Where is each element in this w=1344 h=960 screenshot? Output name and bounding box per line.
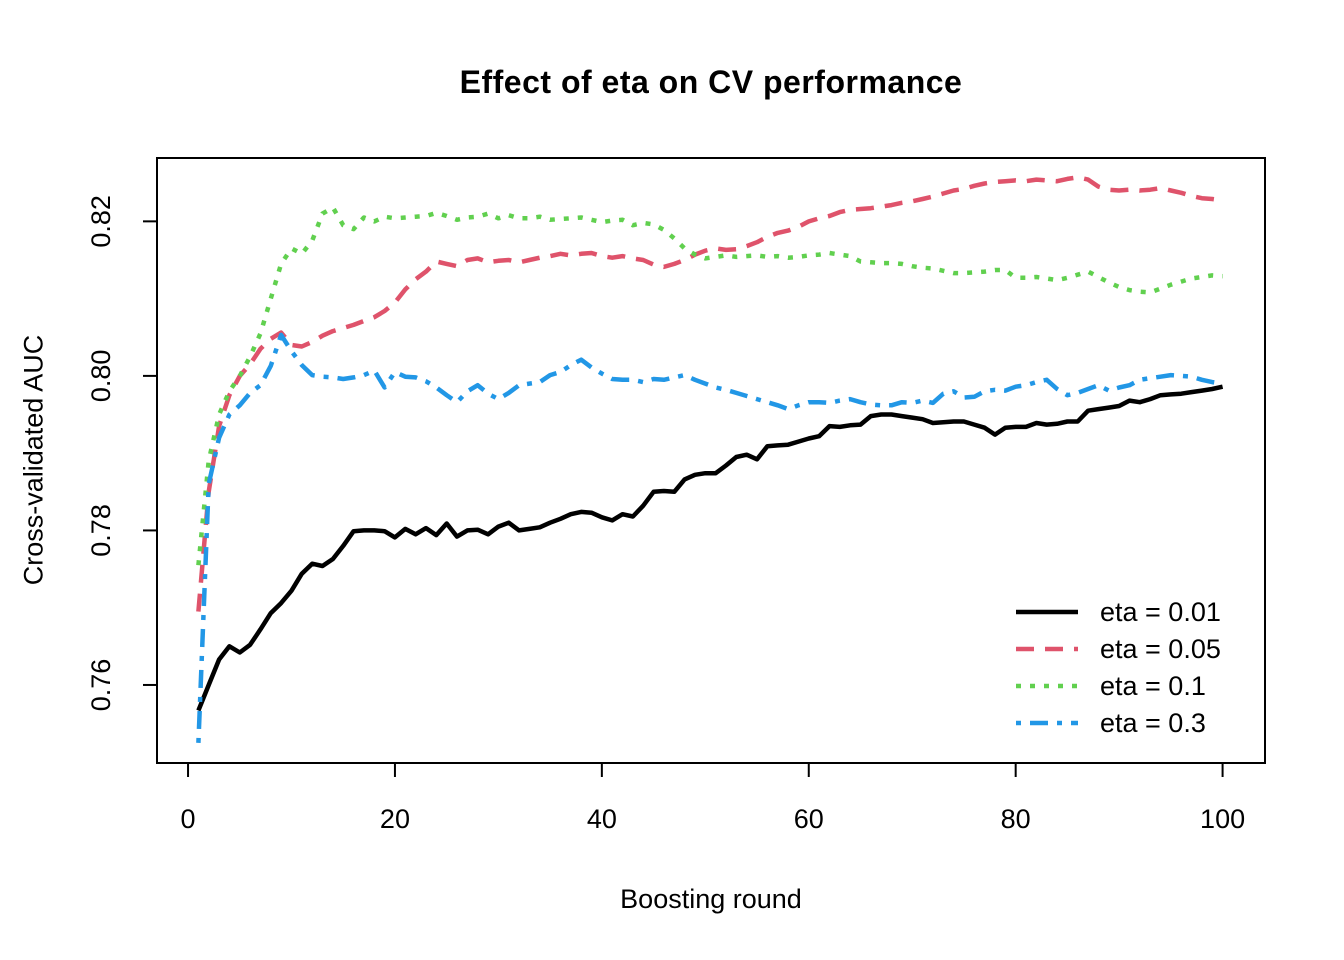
x-tick-label: 60: [794, 804, 824, 834]
y-axis-title: Cross-validated AUC: [18, 334, 49, 586]
x-tick-label: 0: [181, 804, 196, 834]
series-line-eta-0.01: [196, 384, 1224, 712]
legend-label: eta = 0.05: [1100, 634, 1221, 664]
series-line-eta-0.1: [196, 205, 1223, 566]
y-tick-label: 0.76: [86, 659, 116, 712]
x-tick-label: 20: [380, 804, 410, 834]
y-tick-label: 0.82: [86, 195, 116, 248]
legend: eta = 0.01 eta = 0.05 eta = 0.1 eta = 0.3: [1016, 597, 1221, 738]
x-tick-label: 80: [1001, 804, 1031, 834]
series-line-eta-0.3: [196, 332, 1223, 743]
x-tick-label: 100: [1200, 804, 1245, 834]
y-tick-label: 0.80: [86, 350, 116, 403]
legend-label: eta = 0.01: [1100, 597, 1221, 627]
legend-label: eta = 0.3: [1100, 708, 1206, 738]
legend-label: eta = 0.1: [1100, 671, 1206, 701]
chart-title: Effect of eta on CV performance: [459, 64, 963, 100]
y-tick-label: 0.78: [86, 504, 116, 557]
x-axis-title: Boosting round: [620, 884, 802, 914]
plot-box: [156, 157, 1266, 764]
x-tick-label: 40: [587, 804, 617, 834]
